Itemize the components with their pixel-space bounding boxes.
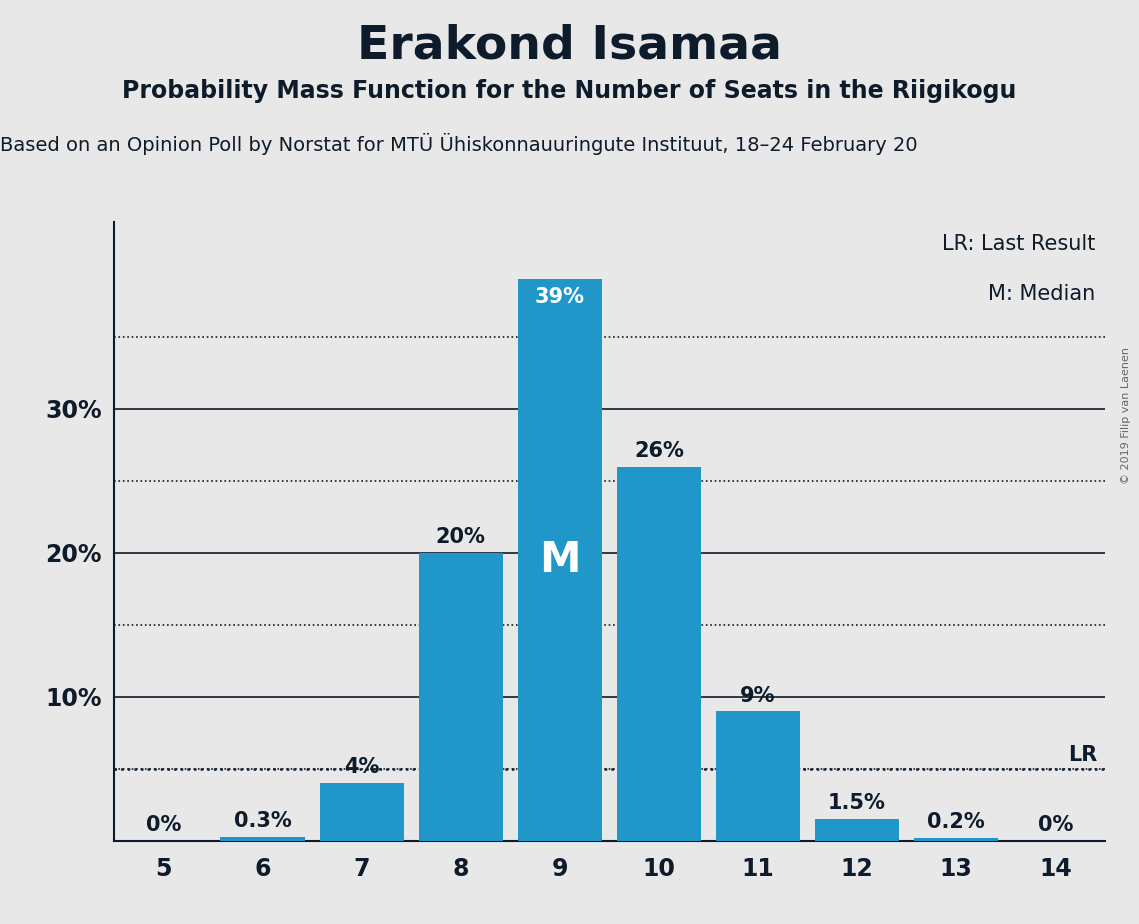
Text: 26%: 26% <box>634 441 683 461</box>
Text: 0%: 0% <box>1038 815 1073 835</box>
Text: 39%: 39% <box>535 286 584 307</box>
Text: Erakond Isamaa: Erakond Isamaa <box>357 23 782 68</box>
Bar <box>816 820 899 841</box>
Text: 0.2%: 0.2% <box>927 812 985 833</box>
Bar <box>221 836 304 841</box>
Text: Based on an Opinion Poll by Norstat for MTÜ Ühiskonnauuringute Instituut, 18–24 : Based on an Opinion Poll by Norstat for … <box>0 133 918 155</box>
Bar <box>419 553 502 841</box>
Text: Probability Mass Function for the Number of Seats in the Riigikogu: Probability Mass Function for the Number… <box>122 79 1017 103</box>
Text: 20%: 20% <box>436 527 485 547</box>
Text: LR: Last Result: LR: Last Result <box>942 234 1095 254</box>
Text: 1.5%: 1.5% <box>828 794 886 813</box>
Text: 0.3%: 0.3% <box>233 810 292 831</box>
Text: M: Median: M: Median <box>988 284 1095 304</box>
Text: M: M <box>539 539 581 581</box>
Text: 9%: 9% <box>740 686 776 706</box>
Bar <box>518 279 601 841</box>
Bar <box>617 467 700 841</box>
Text: © 2019 Filip van Laenen: © 2019 Filip van Laenen <box>1121 347 1131 484</box>
Bar <box>716 711 800 841</box>
Bar <box>915 838 998 841</box>
Text: LR: LR <box>1067 745 1097 764</box>
Bar <box>320 784 403 841</box>
Text: 0%: 0% <box>146 815 181 835</box>
Text: 4%: 4% <box>344 758 379 777</box>
